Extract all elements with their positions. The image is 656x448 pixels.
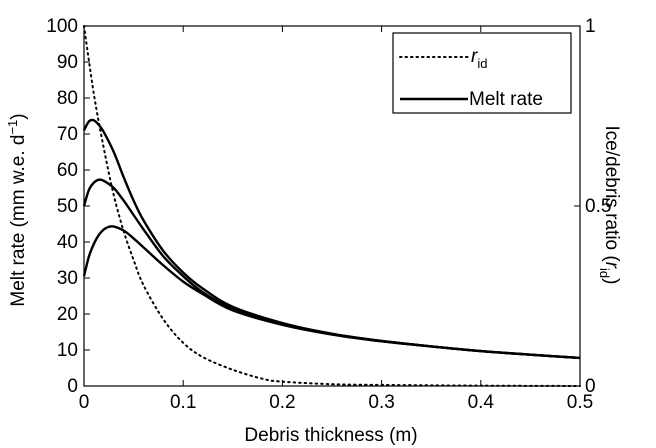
y-tick-label: 50	[57, 196, 78, 217]
y-axis-title: Melt rate (mm w.e. d−1)	[5, 113, 29, 306]
legend: rid Melt rate	[392, 32, 572, 114]
axis-ticks: 0 0.1 0.2 0.3 0.4 0.5010203040506070809010000…	[46, 16, 611, 413]
legend-rid-subscript: id	[477, 56, 487, 71]
y2-axis-title: Ice/debris ratio (rid)	[597, 125, 622, 284]
x-tick-label: 0.3	[368, 392, 394, 413]
y-tick-label: 100	[46, 16, 78, 37]
y2-tick-label: 0.5	[585, 196, 611, 217]
melt-rate-series-line-1	[82, 118, 581, 360]
x-tick-label: 0.2	[269, 392, 295, 413]
y-tick-label: 90	[57, 52, 78, 73]
melt-rate-series-line-3	[82, 225, 581, 360]
data-series	[82, 25, 581, 387]
x-tick-label: 0.4	[468, 392, 495, 413]
x-axis-title: Debris thickness (m)	[244, 425, 417, 446]
x-tick-label: 0.5	[567, 392, 593, 413]
y-tick-label: 70	[57, 124, 78, 145]
y2-tick-label: 1	[585, 16, 596, 37]
y-tick-label: 40	[57, 232, 78, 253]
y2-tick-label: 0	[585, 376, 596, 397]
y-tick-label: 0	[67, 376, 78, 397]
melt-rate-series-line-2	[82, 178, 581, 360]
x-tick-label: 0	[79, 392, 90, 413]
x-tick-label: 0.1	[170, 392, 196, 413]
legend-label-rid: rid	[471, 46, 487, 71]
y-tick-label: 60	[57, 160, 78, 181]
y-tick-label: 80	[57, 88, 78, 109]
legend-label-melt-rate: Melt rate	[469, 89, 543, 110]
legend-rid-symbol: r	[471, 46, 478, 67]
y-tick-label: 30	[57, 268, 78, 289]
y-tick-label: 20	[57, 304, 78, 325]
y-tick-label: 10	[57, 340, 78, 361]
